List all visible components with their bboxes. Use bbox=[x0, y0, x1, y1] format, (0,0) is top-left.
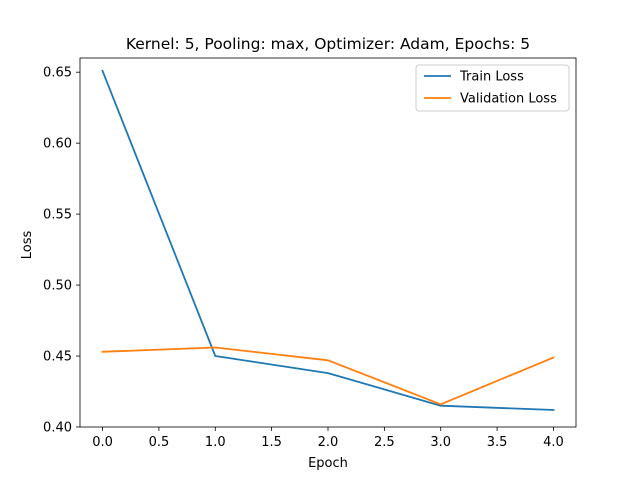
x-tick-label: 2.5 bbox=[374, 435, 395, 450]
x-axis-label: Epoch bbox=[308, 456, 348, 471]
x-tick-label: 1.5 bbox=[261, 435, 282, 450]
data-series bbox=[101, 69, 555, 411]
series-line-1 bbox=[101, 346, 555, 406]
y-tick-label: 0.55 bbox=[43, 208, 72, 223]
chart-title: Kernel: 5, Pooling: max, Optimizer: Adam… bbox=[126, 35, 530, 53]
y-tick-label: 0.60 bbox=[43, 137, 72, 152]
legend-box bbox=[415, 64, 570, 112]
x-tick-label: 0.5 bbox=[149, 435, 170, 450]
y-tick-label: 0.50 bbox=[43, 279, 72, 294]
plot-frame bbox=[79, 57, 577, 428]
axes: 0.0 0.5 1.0 1.5 2.0 2.5 3.0 3.5 4.0 0.40 0.45 0.50 0… bbox=[43, 57, 577, 450]
x-tick-label: 3.5 bbox=[487, 435, 508, 450]
legend: Train Loss Validation Loss bbox=[415, 64, 570, 112]
legend-label: Validation Loss bbox=[460, 92, 557, 107]
y-tick-label: 0.65 bbox=[43, 66, 72, 81]
y-tick-label: 0.40 bbox=[43, 421, 72, 436]
y-axis-label: Loss bbox=[20, 231, 35, 260]
y-tick-label: 0.45 bbox=[43, 350, 72, 365]
x-tick-label: 0.0 bbox=[92, 435, 113, 450]
series-line-0 bbox=[101, 69, 555, 411]
x-tick-label: 1.0 bbox=[205, 435, 226, 450]
x-tick-label: 4.0 bbox=[543, 435, 564, 450]
legend-label: Train Loss bbox=[459, 70, 524, 85]
x-tick-label: 3.0 bbox=[430, 435, 451, 450]
x-tick-label: 2.0 bbox=[318, 435, 339, 450]
